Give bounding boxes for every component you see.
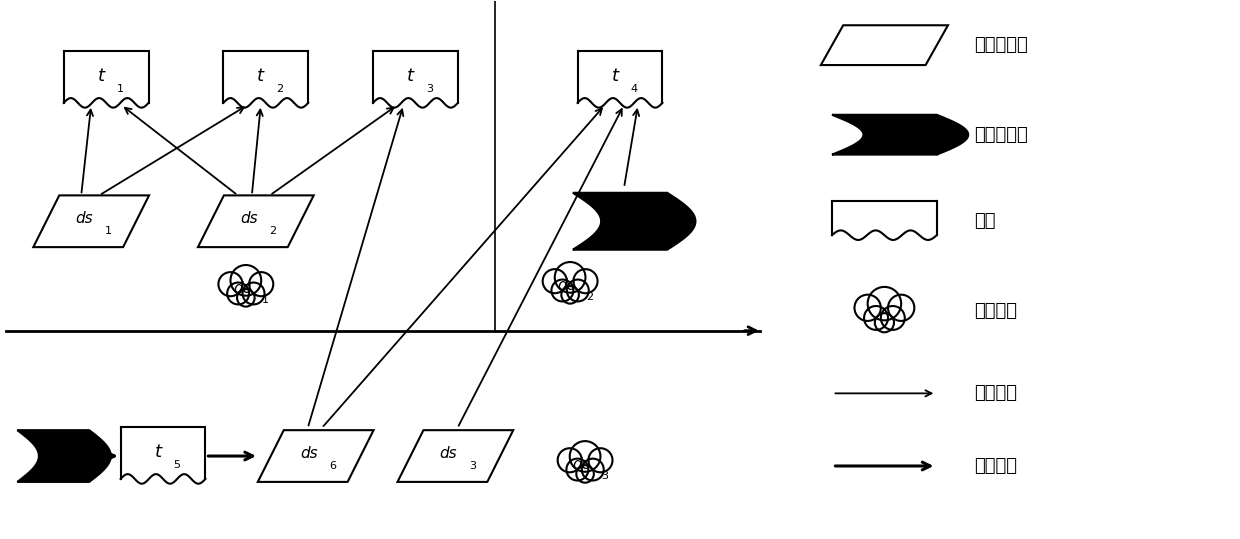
- Polygon shape: [398, 430, 513, 482]
- Circle shape: [567, 280, 589, 301]
- Circle shape: [588, 448, 613, 472]
- Circle shape: [237, 289, 254, 307]
- Circle shape: [569, 441, 600, 472]
- Polygon shape: [832, 115, 968, 155]
- Text: dc: dc: [557, 279, 575, 293]
- Text: 2: 2: [269, 226, 277, 236]
- Circle shape: [227, 282, 249, 305]
- Circle shape: [573, 269, 598, 293]
- Text: ds: ds: [76, 211, 93, 226]
- Text: dc: dc: [233, 281, 250, 296]
- Text: 数据传输: 数据传输: [975, 457, 1017, 475]
- Text: 隐私数据集: 隐私数据集: [975, 126, 1028, 144]
- Text: t: t: [611, 67, 619, 85]
- Polygon shape: [120, 427, 206, 479]
- Text: 3: 3: [425, 84, 433, 94]
- Text: t: t: [155, 443, 161, 461]
- Circle shape: [562, 286, 579, 303]
- Circle shape: [554, 262, 585, 293]
- Text: 1: 1: [263, 295, 269, 305]
- Text: 数据中心: 数据中心: [975, 302, 1017, 320]
- Text: t: t: [407, 67, 414, 85]
- Text: 4: 4: [630, 84, 637, 94]
- Circle shape: [888, 295, 914, 321]
- Circle shape: [567, 459, 588, 480]
- Text: 3: 3: [469, 461, 476, 471]
- Text: 1: 1: [104, 226, 112, 236]
- Polygon shape: [821, 25, 947, 65]
- Polygon shape: [17, 430, 110, 482]
- Text: ds: ds: [439, 446, 458, 460]
- Circle shape: [231, 265, 262, 296]
- Text: 数据依赖: 数据依赖: [975, 384, 1017, 402]
- Circle shape: [868, 287, 901, 320]
- Circle shape: [218, 272, 243, 296]
- Text: 3: 3: [601, 471, 609, 481]
- Text: t: t: [258, 67, 264, 85]
- Circle shape: [558, 448, 582, 472]
- Circle shape: [875, 313, 894, 332]
- Circle shape: [249, 272, 273, 296]
- Text: 任务: 任务: [975, 212, 996, 230]
- Circle shape: [880, 306, 905, 330]
- Polygon shape: [258, 430, 373, 482]
- Polygon shape: [198, 195, 314, 247]
- Polygon shape: [832, 202, 936, 235]
- Polygon shape: [223, 51, 309, 103]
- Polygon shape: [33, 195, 149, 247]
- Circle shape: [543, 269, 567, 293]
- Circle shape: [582, 459, 604, 480]
- Text: 公有数据集: 公有数据集: [975, 36, 1028, 54]
- Text: 2: 2: [587, 292, 594, 302]
- Text: 6: 6: [329, 461, 336, 471]
- Text: t: t: [98, 67, 104, 85]
- Circle shape: [854, 295, 880, 321]
- Text: 1: 1: [117, 84, 124, 94]
- Circle shape: [552, 280, 573, 301]
- Text: 5: 5: [174, 460, 181, 470]
- Polygon shape: [63, 51, 149, 103]
- Polygon shape: [373, 51, 458, 103]
- Text: dc: dc: [572, 458, 590, 473]
- Polygon shape: [578, 51, 662, 103]
- Circle shape: [243, 282, 264, 305]
- Text: 2: 2: [277, 84, 283, 94]
- Circle shape: [577, 465, 594, 483]
- Text: ds: ds: [300, 446, 317, 460]
- Polygon shape: [573, 193, 696, 250]
- Text: ds: ds: [241, 211, 258, 226]
- Circle shape: [864, 306, 888, 330]
